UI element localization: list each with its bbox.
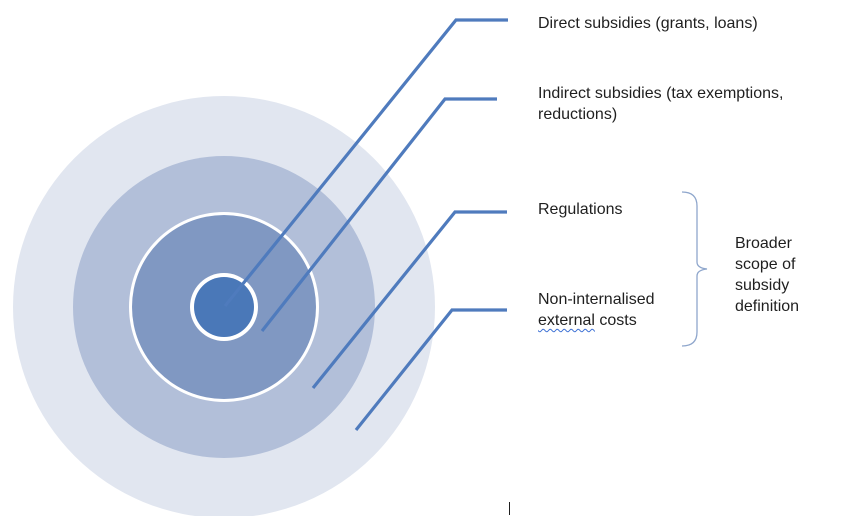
text-cursor [509,502,510,515]
label-indirect-subsidies-line1: Indirect subsidies (tax exemptions, [538,85,784,102]
bracket-label-line3: subsidy [735,277,790,294]
label-costs-word: costs [594,312,637,329]
leader-line-direct-subsidies [223,18,508,308]
label-non-internalised-costs: Non-internalised external costs [538,289,655,331]
bracket-label-line4: definition [735,298,800,315]
label-non-internalised-costs-line1: Non-internalised [538,291,655,308]
leader-line-non-internalised-costs [354,308,507,431]
label-non-internalised-costs-line2: external costs [538,310,655,331]
bracket-label-line2: scope of [735,256,796,273]
spellcheck-word-external: external [538,312,595,329]
label-indirect-subsidies: Indirect subsidies (tax exemptions, redu… [538,83,783,125]
bracket-brace [681,191,708,347]
label-direct-subsidies: Direct subsidies (grants, loans) [538,15,758,32]
bracket-label-line1: Broader [735,235,792,252]
leader-line-regulations [311,210,507,390]
label-regulations: Regulations [538,201,623,218]
core-direct-subsidies [194,277,254,337]
leader-line-indirect-subsidies [260,97,497,332]
label-indirect-subsidies-line2: reductions) [538,106,618,123]
bracket-label: Broader scope of subsidy definition [735,233,799,317]
